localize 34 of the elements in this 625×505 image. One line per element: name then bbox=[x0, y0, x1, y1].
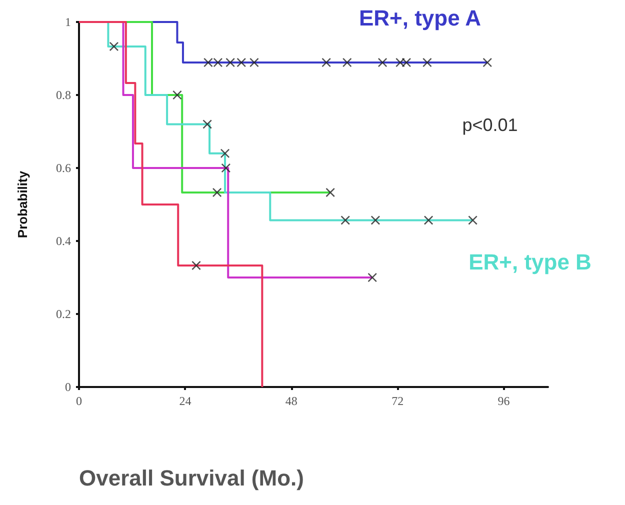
y-tick-label: 0.6 bbox=[56, 161, 71, 175]
annotation: p<0.01 bbox=[462, 115, 518, 135]
y-axis-title: Probability bbox=[15, 170, 30, 238]
x-tick-label: 48 bbox=[285, 394, 298, 408]
point bbox=[342, 58, 352, 68]
y-tick-label: 0.8 bbox=[56, 88, 71, 102]
y-tick-label: 0.4 bbox=[56, 234, 71, 248]
point bbox=[236, 58, 246, 68]
point bbox=[326, 188, 335, 197]
point bbox=[368, 273, 377, 282]
point bbox=[220, 148, 230, 158]
point bbox=[221, 164, 230, 172]
point bbox=[482, 58, 492, 68]
point bbox=[226, 58, 235, 68]
point bbox=[202, 120, 212, 129]
point bbox=[204, 58, 213, 68]
x-tick-label: 96 bbox=[498, 394, 510, 408]
point bbox=[340, 216, 350, 225]
point bbox=[172, 90, 182, 100]
x-tick-label: 72 bbox=[392, 394, 404, 408]
x-tick-label: 0 bbox=[76, 394, 82, 408]
point bbox=[422, 58, 432, 68]
y-tick-label: 0 bbox=[65, 380, 71, 394]
x-tick-label: 24 bbox=[179, 394, 192, 408]
point bbox=[322, 58, 331, 68]
point bbox=[250, 58, 259, 68]
y-tick-label: 0.2 bbox=[56, 307, 71, 321]
series-label: ER+, type B bbox=[468, 250, 592, 274]
series-label: ER+, type A bbox=[358, 6, 482, 30]
point bbox=[424, 216, 434, 225]
point bbox=[370, 216, 380, 225]
point bbox=[192, 260, 201, 270]
x-axis-title: Overall Survival (Mo.) bbox=[79, 466, 304, 490]
y-tick-label: 1 bbox=[65, 15, 71, 29]
